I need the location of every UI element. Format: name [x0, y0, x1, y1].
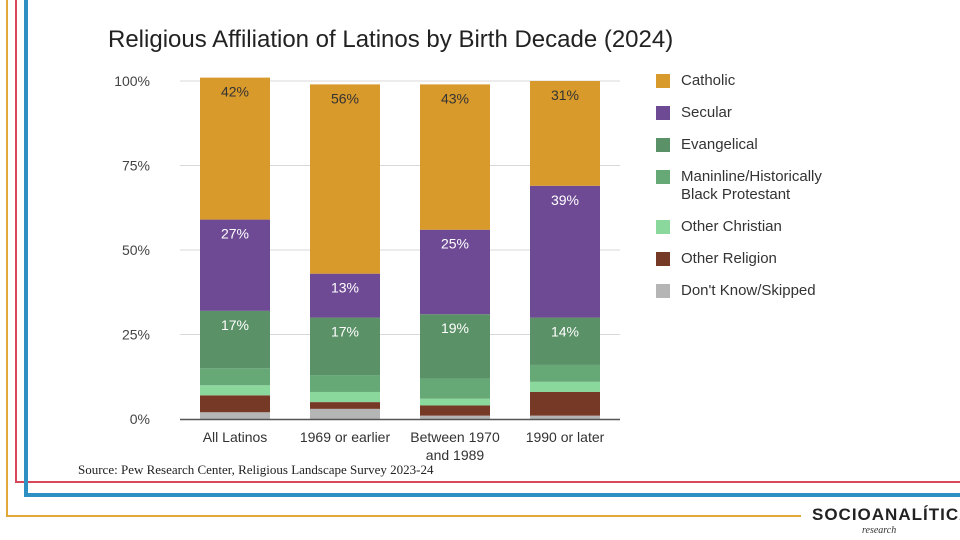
bar-segment	[420, 84, 490, 230]
logo-subtitle: research	[862, 525, 897, 536]
legend-label: Maninline/Historically Black Protestant	[681, 168, 822, 203]
data-label: 17%	[221, 317, 249, 333]
bar-segment	[200, 310, 270, 369]
bar-segment	[420, 415, 490, 419]
logo-text: SOCIOANALÍTICA	[812, 505, 960, 524]
bar-segment	[530, 81, 600, 186]
legend-item: Other Religion	[656, 250, 851, 268]
data-label: 31%	[551, 87, 579, 103]
bar-segment	[200, 219, 270, 311]
bar-segment	[310, 391, 380, 403]
x-tick-label: Between 1970	[410, 429, 500, 445]
bar-segment	[530, 391, 600, 416]
source-note: Source: Pew Research Center, Religious L…	[78, 462, 434, 477]
x-tick-label: and 1989	[426, 447, 485, 463]
bar-segment	[310, 84, 380, 274]
bar-segment	[530, 381, 600, 392]
bar-segment	[310, 317, 380, 376]
decor-orange-vertical	[6, 0, 8, 516]
bar-segment	[420, 229, 490, 315]
y-tick-label: 0%	[130, 411, 150, 427]
data-label: 25%	[441, 236, 469, 252]
bar-segment	[200, 77, 270, 220]
decor-red-horizontal	[15, 481, 960, 483]
data-label: 43%	[441, 90, 469, 106]
x-tick-label: 1969 or earlier	[300, 429, 391, 445]
y-tick-label: 75%	[122, 158, 150, 174]
legend-label: Don't Know/Skipped	[681, 282, 816, 299]
x-tick-label: All Latinos	[203, 429, 268, 445]
legend-swatch	[656, 74, 670, 88]
bar-segment	[420, 405, 490, 416]
bar-segment	[200, 412, 270, 419]
bar-segment	[200, 368, 270, 386]
data-label: 19%	[441, 320, 469, 336]
legend-item: Evangelical	[656, 136, 851, 154]
y-tick-label: 25%	[122, 327, 150, 343]
data-label: 14%	[551, 324, 579, 340]
data-label: 13%	[331, 280, 359, 296]
x-tick-label: 1990 or later	[526, 429, 605, 445]
legend-item: Secular	[656, 104, 851, 122]
data-label: 17%	[331, 324, 359, 340]
data-label: 27%	[221, 226, 249, 242]
bar-segment	[530, 185, 600, 318]
legend-label: Secular	[681, 104, 732, 121]
legend-swatch	[656, 252, 670, 266]
bar-segment	[310, 408, 380, 419]
legend-swatch	[656, 106, 670, 120]
legend-label: Other Christian	[681, 218, 782, 235]
bar-segment	[200, 385, 270, 396]
data-label: 39%	[551, 192, 579, 208]
legend-swatch	[656, 284, 670, 298]
bar-segment	[200, 395, 270, 413]
legend-item: Catholic	[656, 72, 851, 90]
bar-segment	[310, 273, 380, 318]
bar-segment	[530, 364, 600, 382]
decor-blue-horizontal	[24, 493, 960, 497]
bar-segment	[310, 375, 380, 392]
bar-segment	[310, 402, 380, 409]
y-tick-label: 100%	[114, 73, 150, 89]
bar-segment	[530, 415, 600, 419]
data-label: 56%	[331, 90, 359, 106]
bar-segment	[530, 317, 600, 365]
legend-item: Other Christian	[656, 218, 851, 236]
bar-segment	[420, 398, 490, 406]
legend-label: Catholic	[681, 72, 736, 89]
legend-label: Other Religion	[681, 250, 777, 267]
bar-segment	[420, 378, 490, 399]
y-tick-label: 50%	[122, 242, 150, 258]
chart-title: Religious Affiliation of Latinos by Birt…	[108, 26, 674, 53]
legend-swatch	[656, 138, 670, 152]
legend-item: Don't Know/Skipped	[656, 282, 851, 300]
data-label: 42%	[221, 84, 249, 100]
legend-item: Maninline/Historically Black Protestant	[656, 168, 851, 204]
decor-blue-vertical	[24, 0, 28, 497]
legend-label: Evangelical	[681, 136, 758, 153]
legend-swatch	[656, 220, 670, 234]
decor-orange-horizontal	[6, 515, 801, 517]
legend-swatch	[656, 170, 670, 184]
decor-red-vertical	[15, 0, 17, 483]
bar-segment	[420, 314, 490, 379]
